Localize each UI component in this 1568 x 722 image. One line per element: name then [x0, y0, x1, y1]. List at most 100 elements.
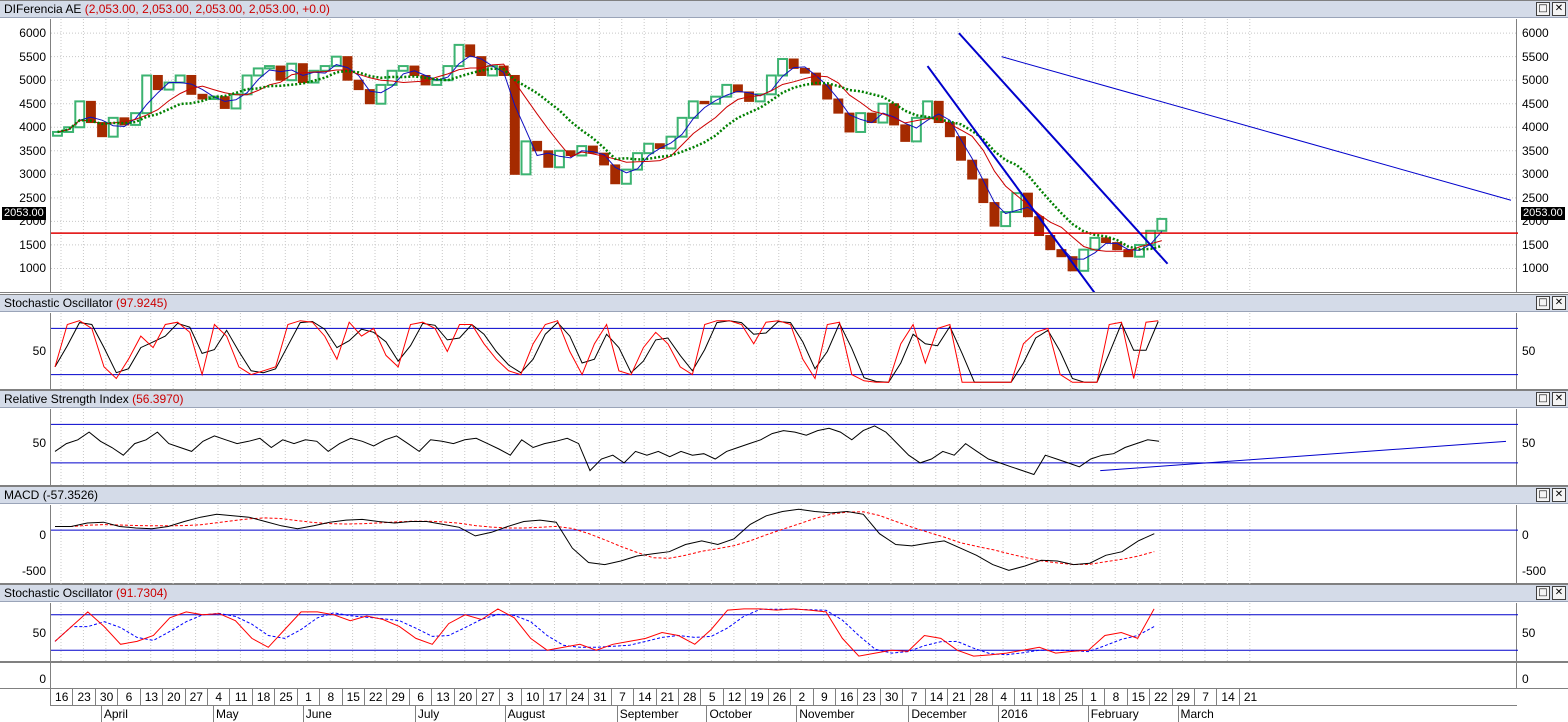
price-axis-right: 6000 5500 5000 4500 4000 3500 3000 2500 2000 1500…	[1518, 19, 1568, 291]
up-candle	[520, 140, 532, 176]
stochastic-1-chart[interactable]	[51, 313, 1518, 390]
rsi-chart[interactable]	[51, 409, 1518, 486]
stochastic-2-chart[interactable]	[51, 603, 1518, 662]
ma-mid-line	[57, 63, 1162, 252]
empty-axis-right-0: 0	[1522, 672, 1529, 686]
downtrend-channel-lower	[926, 65, 1096, 292]
macd-restore-button[interactable]: □	[1536, 488, 1550, 502]
stochastic-pane-1[interactable]: Stochastic Oscillator (97.9245) □ ✕ 50 5…	[0, 294, 1568, 390]
macd-line	[55, 508, 1155, 571]
rsi-close-button[interactable]: ✕	[1552, 392, 1566, 406]
time-axis-day-label: 21	[1238, 689, 1261, 706]
time-axis-day-label: 7	[902, 689, 924, 706]
up-candle	[754, 93, 766, 103]
macd-axis-left-0: 0	[39, 528, 46, 542]
macd-param: (-57.3526)	[42, 488, 99, 502]
macd-pane-title: MACD (-57.3526)	[0, 487, 1568, 504]
down-candle	[509, 74, 520, 175]
macd-axis-left: 0 -500	[0, 505, 50, 583]
time-axis-month-label: February	[1087, 706, 1139, 722]
price-pane-title: DIFerencia AE (2,053.00, 2,053.00, 2,053…	[0, 1, 1568, 18]
stochastic-pane-2[interactable]: Stochastic Oscillator (91.7304) □ ✕ 50 5…	[0, 584, 1568, 662]
macd-signal-line	[55, 511, 1155, 566]
time-axis-day-label: 21	[655, 689, 678, 706]
time-axis-day-label: 10	[521, 689, 543, 706]
time-axis-day-label: 11	[229, 689, 251, 706]
time-axis-day-label: 16	[835, 689, 857, 706]
price-axis-tick: 5500	[19, 49, 46, 64]
time-axis-day-label: 4	[207, 689, 229, 706]
time-axis-day-label: 20	[453, 689, 476, 706]
empty-pane[interactable]: 0 0	[0, 662, 1568, 689]
price-plot[interactable]	[50, 19, 1518, 292]
time-axis-day-label: 23	[72, 689, 94, 706]
time-axis-day-label: 14	[1216, 689, 1238, 706]
down-candle	[822, 84, 833, 100]
macd-axis-left-minus500: -500	[21, 564, 46, 578]
time-axis-day-label: 7	[610, 689, 633, 706]
price-close-button[interactable]: ✕	[1552, 2, 1566, 16]
time-axis-month-label: August	[504, 706, 545, 722]
down-candle	[889, 103, 900, 126]
rsi-trend-line	[1100, 440, 1507, 472]
time-axis-day-label: 22	[1149, 689, 1171, 706]
time-axis-day-label: 12	[722, 689, 745, 706]
time-axis-day-label: 2	[790, 689, 812, 706]
time-axis-month-label: April	[100, 706, 128, 722]
time-axis-day-label: 7	[1193, 689, 1216, 706]
empty-plot[interactable]	[50, 663, 1517, 689]
macd-chart[interactable]	[51, 505, 1518, 584]
stochastic-1-plot[interactable]	[50, 313, 1518, 390]
price-axis-tick: 5500	[1522, 49, 1549, 64]
stoch2-close-button[interactable]: ✕	[1552, 586, 1566, 600]
time-axis-day-label: 8	[1104, 689, 1126, 706]
stoch1-axis-right-50: 50	[1522, 344, 1536, 358]
time-axis-day-label: 15	[341, 689, 364, 706]
time-axis-month-label: May	[213, 706, 239, 722]
price-axis-tick: 3500	[19, 143, 46, 158]
price-pane-param: (2,053.00, 2,053.00, 2,053.00, 2,053.00,…	[84, 2, 330, 16]
down-candle	[465, 44, 476, 58]
up-candle	[442, 65, 454, 82]
price-chart[interactable]	[51, 19, 1518, 292]
time-axis[interactable]: 16 23 30 6 13 20 27 4 11 18 25 1 8 15 22 29 6 13 20 27 3 10 17…	[0, 688, 1568, 722]
down-candle	[1045, 235, 1056, 251]
time-axis-day-label: 11	[1014, 689, 1036, 706]
stoch1-axis-left: 50	[0, 313, 50, 389]
time-axis-month-label: June	[302, 706, 332, 722]
time-axis-month-label: September	[616, 706, 678, 722]
up-candle	[1156, 217, 1168, 232]
price-restore-button[interactable]: □	[1536, 2, 1550, 16]
down-candle	[866, 112, 877, 124]
down-candle	[186, 74, 197, 95]
rsi-plot[interactable]	[50, 409, 1518, 486]
time-axis-day-label: 5	[700, 689, 722, 706]
up-candle	[163, 81, 175, 91]
macd-close-button[interactable]: ✕	[1552, 488, 1566, 502]
down-candle	[978, 178, 989, 204]
stoch1-close-button[interactable]: ✕	[1552, 296, 1566, 310]
stochastic-2-k-line	[54, 608, 1155, 657]
time-axis-day-label: 15	[1126, 689, 1149, 706]
down-candle	[944, 122, 955, 138]
macd-plot[interactable]	[50, 505, 1518, 584]
up-candle	[855, 112, 867, 133]
rsi-restore-button[interactable]: □	[1536, 392, 1550, 406]
price-pane[interactable]: DIFerencia AE (2,053.00, 2,053.00, 2,053…	[0, 0, 1568, 293]
rsi-pane[interactable]: Relative Strength Index (56.3970) □ ✕ 50…	[0, 390, 1568, 486]
stochastic-2-plot[interactable]	[50, 603, 1518, 662]
up-candle	[922, 100, 934, 119]
time-axis-day-label: 1	[296, 689, 319, 706]
time-axis-day-label: 26	[767, 689, 790, 706]
down-candle	[833, 98, 844, 114]
macd-axis-right-0: 0	[1522, 528, 1529, 542]
stoch1-restore-button[interactable]: □	[1536, 296, 1550, 310]
stochastic-pane-1-title: Stochastic Oscillator (97.9245)	[0, 295, 1568, 312]
time-axis-day-label: 31	[588, 689, 610, 706]
time-axis-day-label: 20	[162, 689, 184, 706]
macd-pane[interactable]: MACD (-57.3526) □ ✕ 0 -500 0 -500	[0, 486, 1568, 584]
stoch2-restore-button[interactable]: □	[1536, 586, 1550, 600]
price-axis-tick: 5000	[19, 73, 46, 88]
time-axis-day-label: 9	[812, 689, 835, 706]
up-candle	[319, 65, 331, 72]
